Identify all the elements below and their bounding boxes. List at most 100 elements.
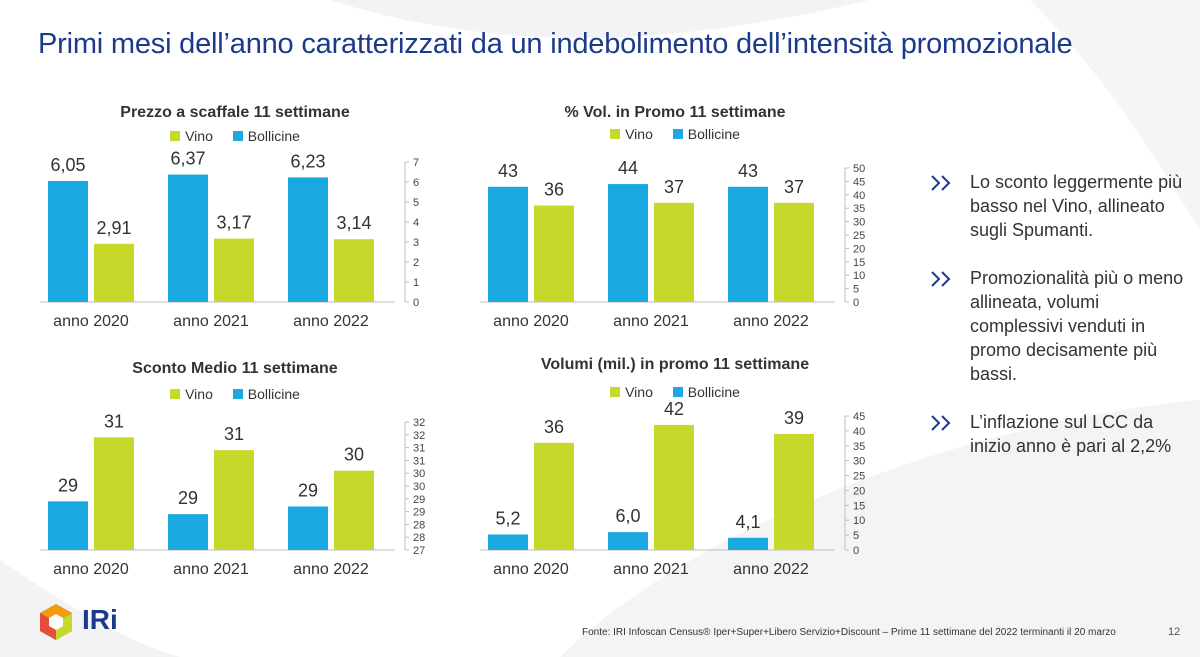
data-label: 36 bbox=[544, 180, 564, 200]
data-label: 30 bbox=[344, 445, 364, 465]
y-tick-label: 15 bbox=[853, 500, 865, 512]
y-tick-label: 35 bbox=[853, 203, 865, 215]
bar-vino bbox=[94, 437, 134, 550]
chart-plot: 0 5 10 15 20 25 30 35 40 45 5,2 36 anno 2020 6,0 42 ann… bbox=[480, 399, 865, 578]
y-tick-label: 27 bbox=[413, 545, 425, 557]
y-tick-label: 10 bbox=[853, 270, 865, 282]
legend-label: Bollicine bbox=[247, 128, 300, 144]
category-label: anno 2020 bbox=[493, 313, 569, 330]
source-note: Fonte: IRI Infoscan Census® Iper+Super+L… bbox=[582, 627, 1116, 638]
data-label: 29 bbox=[58, 475, 78, 495]
legend-label: Vino bbox=[185, 386, 213, 402]
chart-prezzo-scaffale: Prezzo a scaffale 11 settimane Vino Boll… bbox=[30, 102, 440, 342]
legend-swatch-vino bbox=[610, 387, 621, 398]
bar-bollicine bbox=[488, 186, 528, 302]
y-tick-label: 25 bbox=[853, 230, 865, 242]
data-label: 3,17 bbox=[216, 213, 251, 233]
y-tick-label: 45 bbox=[853, 176, 865, 188]
y-tick-label: 5 bbox=[853, 284, 859, 296]
category-label: anno 2021 bbox=[173, 313, 249, 330]
y-tick-label: 40 bbox=[853, 426, 865, 438]
bar-bollicine bbox=[168, 174, 208, 302]
y-tick-label: 0 bbox=[853, 545, 859, 557]
bar-vino bbox=[774, 433, 814, 550]
y-tick-label: 32 bbox=[413, 417, 425, 429]
chart-legend: Vino Bollicine bbox=[30, 128, 440, 144]
y-tick-label: 5 bbox=[853, 530, 859, 542]
legend-swatch-bollicine bbox=[232, 131, 243, 142]
y-tick-label: 45 bbox=[853, 411, 865, 423]
data-label: 29 bbox=[298, 480, 318, 500]
category-label: anno 2022 bbox=[293, 313, 369, 330]
y-tick-label: 50 bbox=[853, 163, 865, 175]
category-label: anno 2022 bbox=[293, 561, 369, 578]
bar-vino bbox=[654, 202, 694, 302]
logo-text: IRi bbox=[82, 604, 118, 635]
data-label: 3,14 bbox=[336, 213, 371, 233]
y-tick-label: 6 bbox=[413, 177, 419, 189]
bar-vino bbox=[534, 205, 574, 302]
data-label: 6,23 bbox=[290, 151, 325, 171]
y-tick-label: 28 bbox=[413, 519, 425, 531]
legend-label: Vino bbox=[625, 126, 653, 142]
page-title: Primi mesi dell’anno caratterizzati da u… bbox=[38, 28, 1073, 60]
legend-label: Vino bbox=[625, 384, 653, 400]
y-tick-label: 0 bbox=[413, 297, 419, 309]
legend-swatch-vino bbox=[170, 389, 181, 400]
data-label: 29 bbox=[178, 488, 198, 508]
y-tick-label: 28 bbox=[413, 532, 425, 544]
y-tick-label: 29 bbox=[413, 494, 425, 506]
key-point: Promozionalità più o meno allineata, vol… bbox=[930, 266, 1192, 386]
legend-item-vino: Vino bbox=[170, 128, 213, 144]
data-label: 5,2 bbox=[495, 509, 520, 529]
y-tick-label: 0 bbox=[853, 297, 859, 309]
data-label: 31 bbox=[104, 411, 124, 431]
y-tick-label: 30 bbox=[853, 456, 865, 468]
legend-swatch-bollicine bbox=[672, 129, 683, 140]
y-tick-label: 4 bbox=[413, 217, 419, 229]
y-tick-label: 15 bbox=[853, 257, 865, 269]
bar-bollicine bbox=[608, 184, 648, 302]
chart-legend: Vino Bollicine bbox=[470, 384, 880, 400]
bar-vino bbox=[774, 202, 814, 302]
y-tick-label: 10 bbox=[853, 515, 865, 527]
y-tick-label: 30 bbox=[413, 468, 425, 480]
iri-logo: IRi bbox=[36, 602, 146, 642]
category-label: anno 2021 bbox=[613, 313, 689, 330]
bar-vino bbox=[654, 424, 694, 550]
key-point-text: L’inflazione sul LCC da inizio anno è pa… bbox=[970, 412, 1172, 456]
chart-title: Volumi (mil.) in promo 11 settimane bbox=[540, 356, 810, 373]
data-label: 37 bbox=[664, 177, 684, 197]
y-tick-label: 31 bbox=[413, 443, 425, 455]
y-tick-label: 35 bbox=[853, 441, 865, 453]
key-point-text: Promozionalità più o meno allineata, vol… bbox=[970, 268, 1184, 384]
legend-swatch-vino bbox=[610, 129, 621, 140]
bar-bollicine bbox=[168, 514, 208, 550]
data-label: 36 bbox=[544, 417, 564, 437]
key-point: L’inflazione sul LCC da inizio anno è pa… bbox=[930, 410, 1192, 458]
bar-bollicine bbox=[288, 506, 328, 550]
chart-title: Sconto Medio 11 settimane bbox=[132, 360, 338, 377]
data-label: 6,37 bbox=[170, 149, 205, 169]
legend-item-vino: Vino bbox=[610, 126, 653, 142]
legend-swatch-bollicine bbox=[232, 389, 243, 400]
y-tick-label: 20 bbox=[853, 243, 865, 255]
legend-item-bollicine: Bollicine bbox=[232, 386, 300, 402]
bar-vino bbox=[334, 470, 374, 550]
y-tick-label: 30 bbox=[413, 481, 425, 493]
bar-vino bbox=[534, 442, 574, 550]
double-chevron-icon bbox=[931, 271, 951, 287]
legend-swatch-vino bbox=[170, 131, 181, 142]
page-number: 12 bbox=[1168, 626, 1181, 638]
legend-item-bollicine: Bollicine bbox=[672, 126, 740, 142]
category-label: anno 2022 bbox=[733, 313, 809, 330]
bar-bollicine bbox=[728, 186, 768, 302]
bar-bollicine bbox=[48, 501, 88, 550]
key-points: Lo sconto leggermente più basso nel Vino… bbox=[930, 170, 1192, 482]
y-tick-label: 5 bbox=[413, 197, 419, 209]
key-point: Lo sconto leggermente più basso nel Vino… bbox=[930, 170, 1192, 242]
bar-bollicine bbox=[48, 181, 88, 302]
data-label: 37 bbox=[784, 177, 804, 197]
